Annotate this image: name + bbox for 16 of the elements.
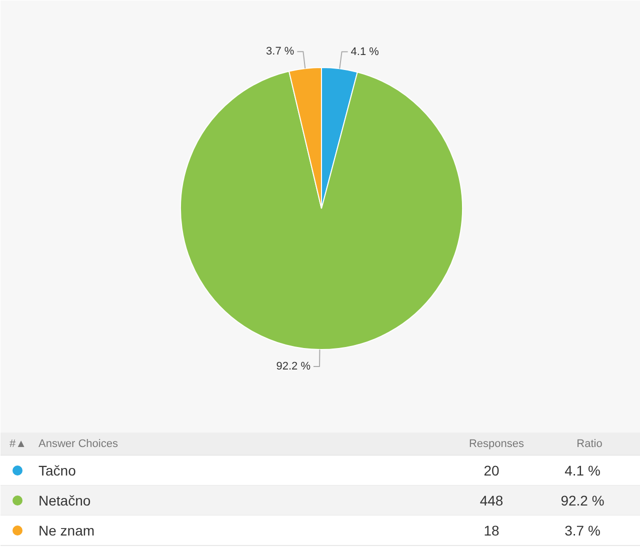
data-label: 4.1 % bbox=[350, 46, 380, 58]
text: 3.7 % bbox=[564, 522, 600, 538]
data-label: 3.7 % bbox=[266, 46, 294, 58]
text: Answer Choices bbox=[38, 438, 118, 450]
text: Ratio bbox=[576, 438, 602, 450]
legend-label: Netačno bbox=[38, 492, 91, 508]
text: Responses bbox=[468, 438, 525, 450]
text: 4.1 % bbox=[564, 462, 600, 478]
text: 18 bbox=[484, 522, 500, 538]
legend-label: Tačno bbox=[38, 462, 76, 478]
data-label: 92.2 % bbox=[276, 360, 311, 372]
legend-label: Ne znam bbox=[38, 522, 95, 538]
text: #▲ bbox=[10, 438, 27, 450]
text: 92.2 % bbox=[560, 492, 604, 508]
text: 448 bbox=[480, 492, 504, 508]
text: 20 bbox=[484, 462, 500, 478]
